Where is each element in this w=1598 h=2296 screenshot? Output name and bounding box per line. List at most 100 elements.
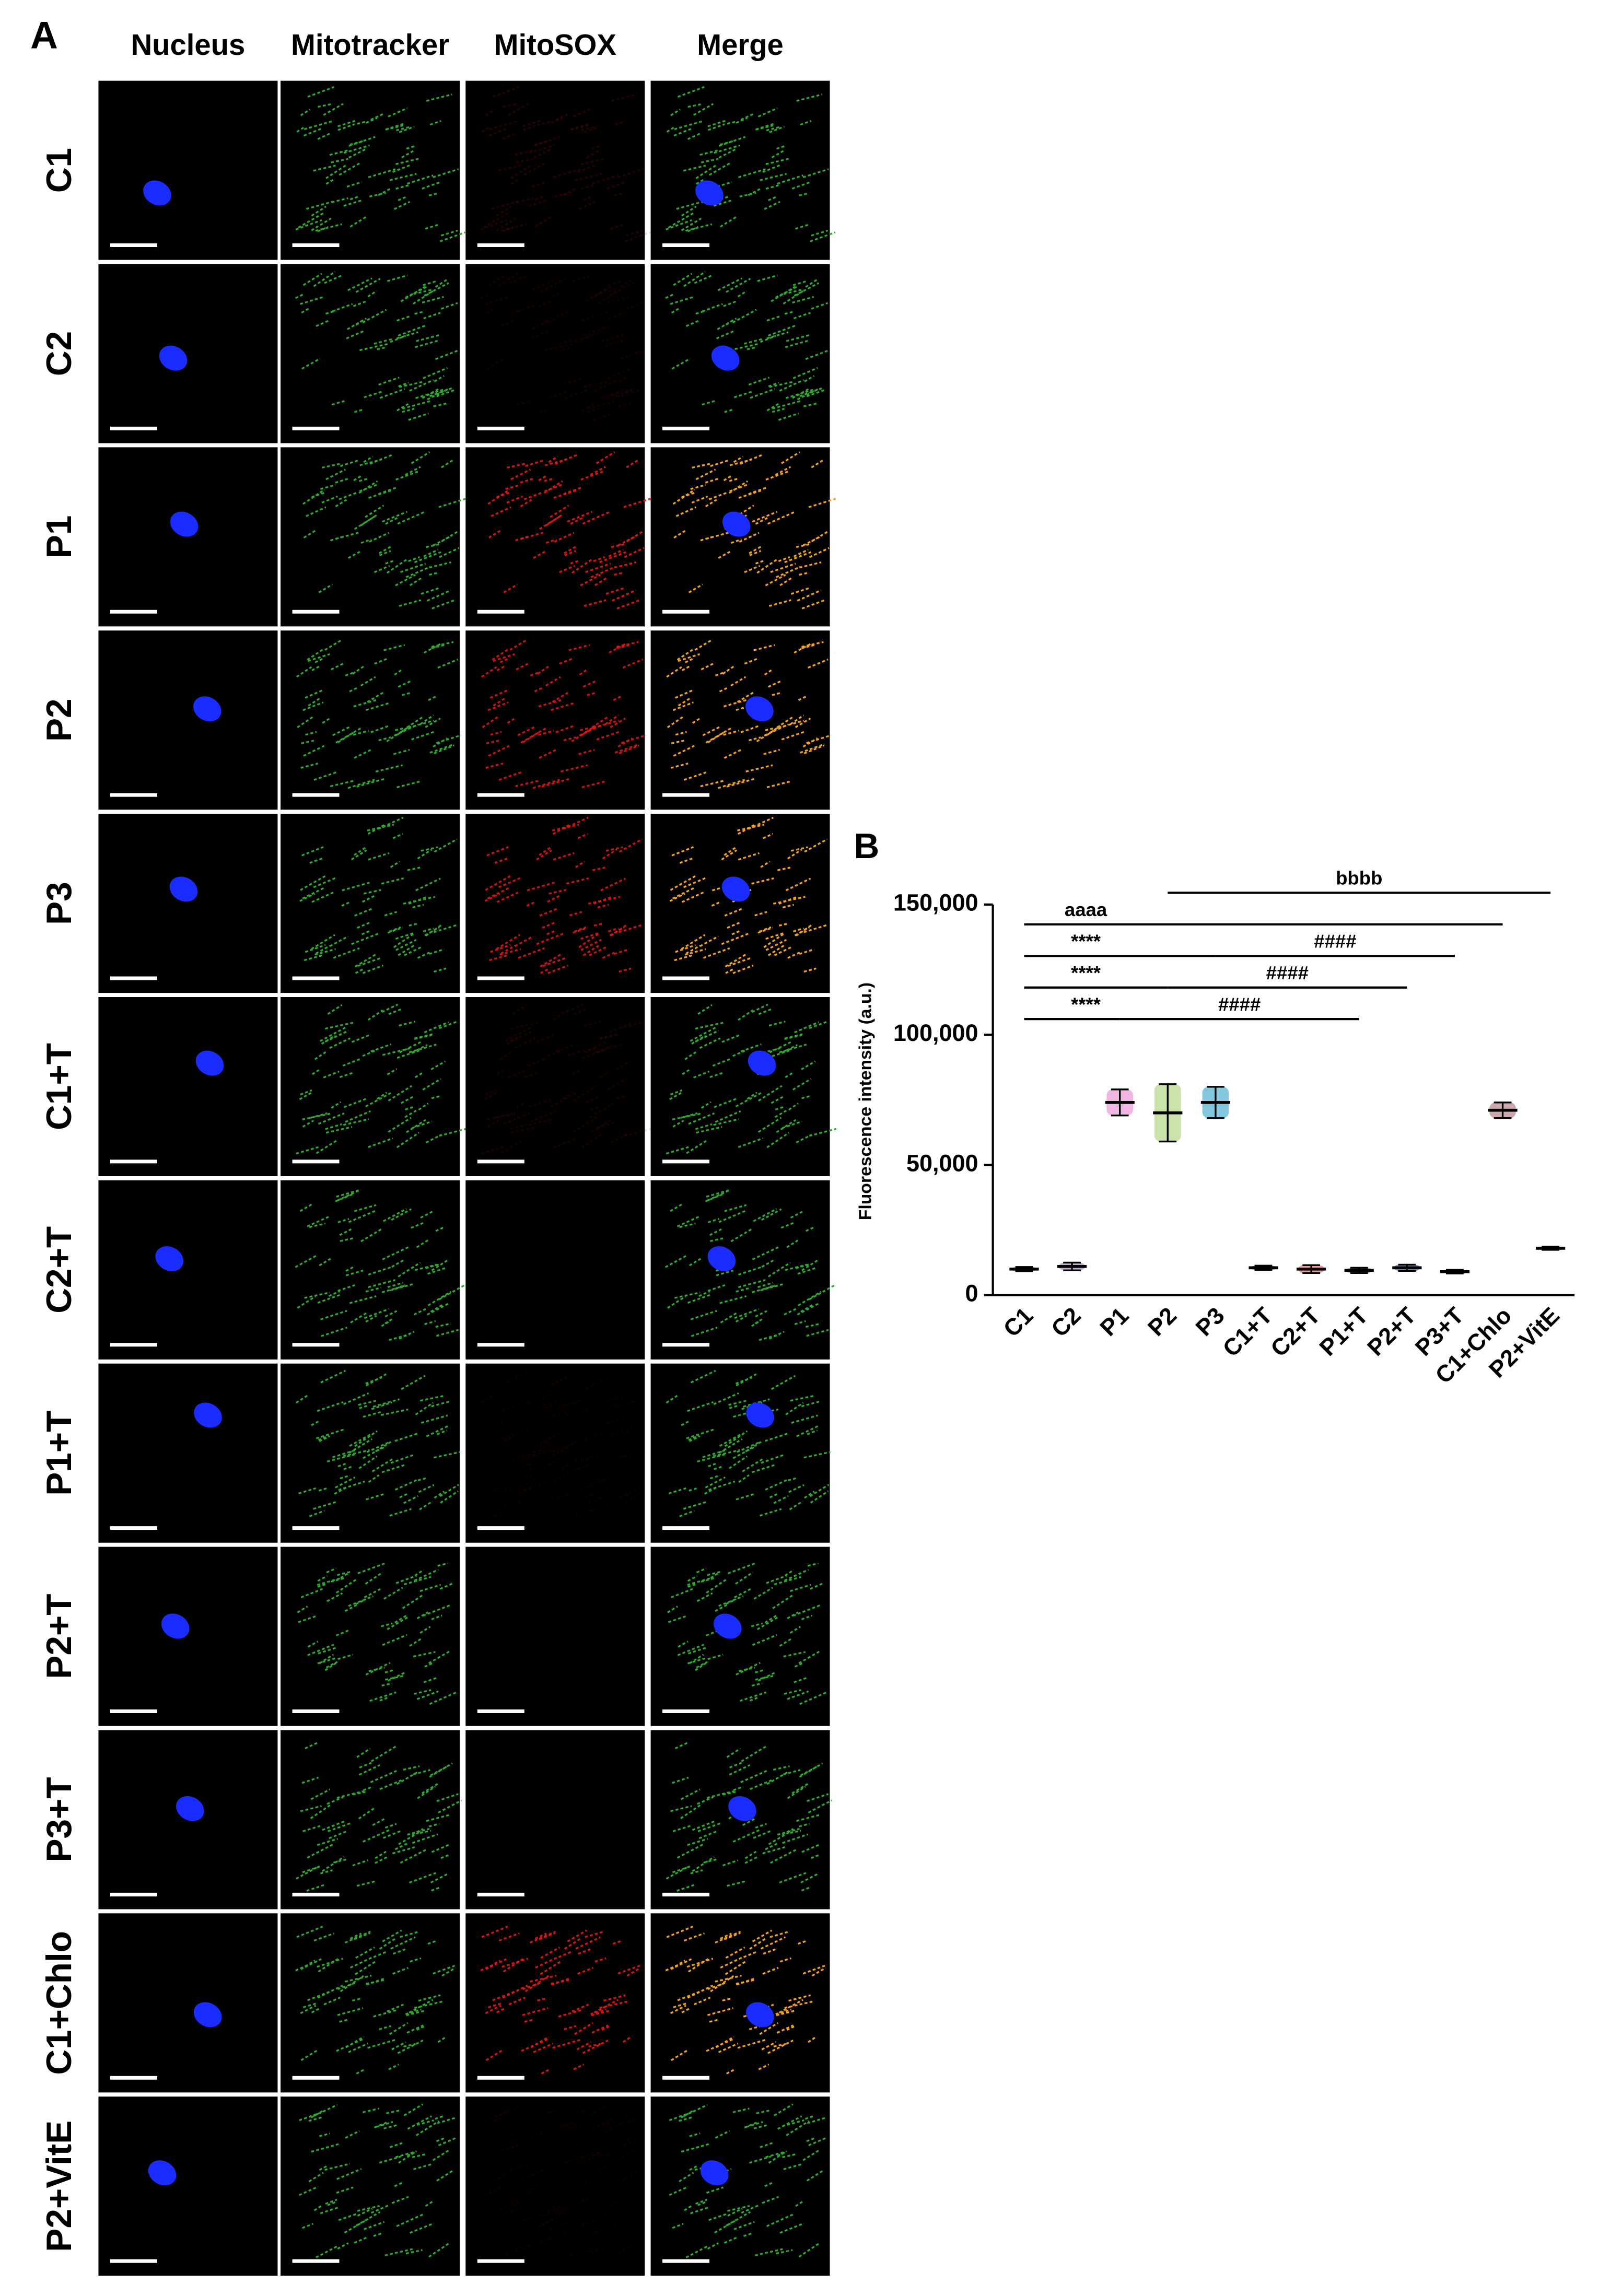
micrograph-background [650, 264, 830, 443]
mitosox-signal [502, 226, 514, 232]
mitochondria [303, 530, 316, 538]
row-label: C2+T [40, 1226, 79, 1314]
mitochondria [758, 1008, 773, 1015]
mitochondria [354, 847, 366, 856]
mitochondria [346, 318, 367, 330]
nucleus [195, 1050, 224, 1076]
mitochondria [427, 1291, 452, 1306]
row-label: P3 [40, 882, 79, 925]
mitochondria [743, 1398, 770, 1408]
mitochondria [724, 1932, 741, 1940]
mitochondria [371, 1401, 392, 1410]
mitochondria [695, 1123, 713, 1130]
mitochondria [317, 226, 329, 232]
mitochondria [713, 1118, 740, 1126]
mitochondria [378, 545, 392, 554]
mitochondria [804, 375, 815, 382]
mitosox-signal [524, 2019, 533, 2023]
mitosox-signal [579, 2181, 589, 2187]
mitochondria [335, 532, 359, 540]
mitosox-signal [505, 1369, 531, 1384]
mitochondria [339, 1072, 353, 1078]
mitochondria [736, 1373, 757, 1387]
mitochondria [744, 658, 758, 665]
mitochondria [368, 1137, 393, 1148]
mitochondria [331, 197, 348, 203]
micrograph [281, 264, 460, 443]
mitochondria [676, 1215, 701, 1227]
mitochondria [694, 274, 714, 284]
mitosox-signal [591, 2009, 611, 2017]
mitochondria [757, 927, 773, 934]
micrograph-background [650, 447, 830, 627]
mitochondria [801, 1614, 813, 1621]
mitochondria [363, 1445, 387, 1459]
mitosox-signal [543, 480, 563, 494]
micrograph [650, 264, 830, 443]
mitochondria [440, 302, 458, 310]
mitochondria [433, 1964, 456, 1975]
mitochondria [378, 486, 399, 495]
mitochondria [779, 1637, 794, 1647]
mitochondria [804, 838, 828, 853]
mitosox-signal [625, 1490, 644, 1504]
mitochondria [438, 1020, 459, 1029]
mitochondria [723, 698, 749, 708]
mitochondria [679, 1510, 695, 1517]
mitosox-signal [606, 296, 629, 304]
mitosox-signal [601, 2025, 611, 2031]
mitochondria [706, 1790, 734, 1799]
mitochondria [781, 730, 806, 741]
column-header: Merge [697, 28, 784, 61]
mitochondria [392, 1948, 406, 1955]
mitochondria [687, 1575, 698, 1582]
mitochondria [299, 1092, 312, 1100]
mitosox-signal [503, 1112, 530, 1125]
mitochondria [775, 566, 801, 578]
nucleus [194, 1402, 222, 1428]
mitochondria [724, 1430, 748, 1447]
mitosox-signal [621, 389, 641, 397]
mitochondria [686, 1139, 708, 1154]
mitosox-signal [558, 2009, 582, 2018]
mitochondria [405, 1106, 414, 1111]
nucleus [193, 696, 221, 722]
mitochondria [800, 1873, 819, 1884]
mitochondria [697, 1822, 721, 1832]
mitochondria [360, 676, 376, 687]
mitosox-signal [563, 377, 585, 386]
mitochondria [731, 538, 742, 544]
mitochondria [368, 1266, 392, 1276]
mitochondria [770, 563, 796, 573]
mitochondria [365, 1572, 383, 1585]
mitochondria [360, 1227, 383, 1243]
mitochondria [354, 1932, 371, 1940]
mitosox-signal [622, 2036, 632, 2043]
mitochondria [734, 1308, 760, 1319]
mitochondria [417, 951, 431, 959]
mitochondria [791, 181, 811, 190]
mitochondria [749, 545, 762, 554]
mitosox-signal [498, 271, 521, 287]
mitosox-signal [621, 2137, 631, 2142]
mitochondria [425, 2200, 434, 2207]
micrograph-background [650, 1913, 830, 2093]
mitosox-signal [590, 2008, 607, 2016]
mitochondria [428, 2242, 451, 2258]
mitochondria [707, 1571, 722, 1576]
column-header: Nucleus [131, 28, 246, 61]
mitosox-signal [537, 1997, 546, 2002]
mitochondria [313, 271, 336, 287]
mitosox-signal [581, 403, 594, 412]
mitochondria [416, 1690, 439, 1700]
mitochondria [324, 639, 342, 651]
mitosox-signal [533, 1438, 558, 1454]
mitochondria [718, 550, 731, 559]
mitosox-signal [494, 857, 509, 864]
mitochondria [749, 2156, 771, 2164]
mitochondria [762, 1967, 779, 1975]
mitochondria [320, 1369, 346, 1384]
mitochondria [709, 1474, 721, 1480]
mitochondria [426, 1814, 450, 1822]
mitochondria [420, 1210, 435, 1219]
